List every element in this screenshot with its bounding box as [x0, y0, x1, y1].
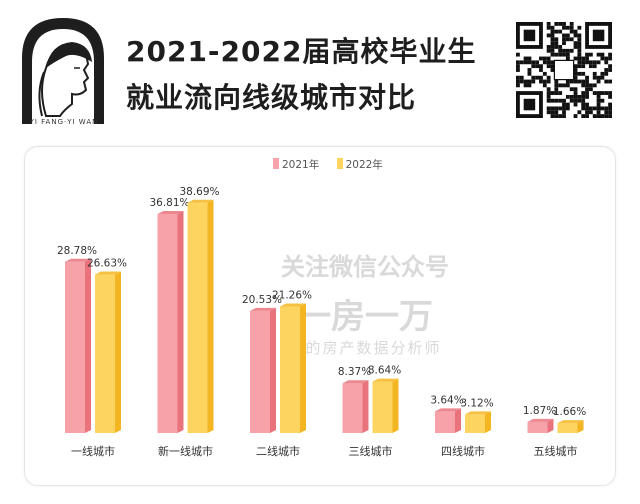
legend-swatch-2022: [336, 158, 343, 169]
bar-chart: 28.78%26.63% 一线城市 36.81%38.69% 新一线城市 20.53%2…: [57, 186, 586, 458]
bar-2021-0: [65, 258, 91, 433]
data-label-2021-4: 3.64%: [430, 394, 463, 406]
data-label-2022-0: 26.63%: [87, 258, 127, 270]
category-label-0: 一线城市: [71, 444, 115, 458]
bar-2021-2: [250, 307, 276, 433]
category-label-5: 五线城市: [534, 444, 578, 458]
data-label-2022-5: 1.66%: [553, 406, 586, 418]
bar-2021-3: [342, 380, 369, 433]
legend-item-2021: 2021年: [273, 157, 319, 172]
data-label-2022-2: 21.26%: [272, 290, 312, 302]
data-label-2022-1: 38.69%: [179, 186, 219, 198]
bar-2022-3: [372, 378, 399, 433]
data-label-2021-1: 36.81%: [149, 197, 189, 209]
chart-card: 2021年 2022年 关注微信公众号 一房一万 你的房产数据分析师 28.78…: [24, 146, 616, 486]
data-label-2021-3: 8.37%: [338, 366, 371, 378]
category-label-2: 二线城市: [256, 444, 300, 458]
category-label-3: 三线城市: [349, 444, 393, 458]
bar-2021-5: [527, 418, 554, 433]
bar-2022-5: [557, 420, 584, 433]
data-label-2021-5: 1.87%: [523, 405, 556, 417]
page-title-line-2: 就业流向线级城市对比: [126, 81, 417, 114]
legend-swatch-2021: [273, 158, 279, 169]
logo-icon: [22, 18, 104, 124]
data-label-2022-4: 3.12%: [460, 397, 493, 409]
qr-code-icon: [516, 22, 612, 118]
chart-legend: 2021年 2022年: [273, 157, 397, 172]
category-label-1: 新一线城市: [158, 444, 213, 458]
category-label-4: 四线城市: [441, 444, 485, 458]
legend-label-2021: 2021年: [282, 159, 320, 171]
data-label-2021-0: 28.78%: [57, 245, 97, 257]
data-label-2021-2: 20.53%: [242, 294, 282, 306]
bar-2022-1: [187, 199, 214, 433]
bar-2021-1: [157, 210, 184, 433]
bar-2022-0: [95, 271, 121, 433]
legend-label-2022: 2022年: [345, 159, 383, 171]
page-title-line-1: 2021-2022届高校毕业生: [126, 35, 477, 68]
bar-2022-2: [280, 303, 306, 433]
legend-item-2022: 2022年: [336, 157, 383, 172]
logo-caption: YI FANG·YI WAN: [29, 118, 99, 126]
bar-2021-4: [435, 408, 461, 433]
data-label-2022-3: 8.64%: [368, 365, 401, 377]
bar-2022-4: [465, 411, 491, 433]
